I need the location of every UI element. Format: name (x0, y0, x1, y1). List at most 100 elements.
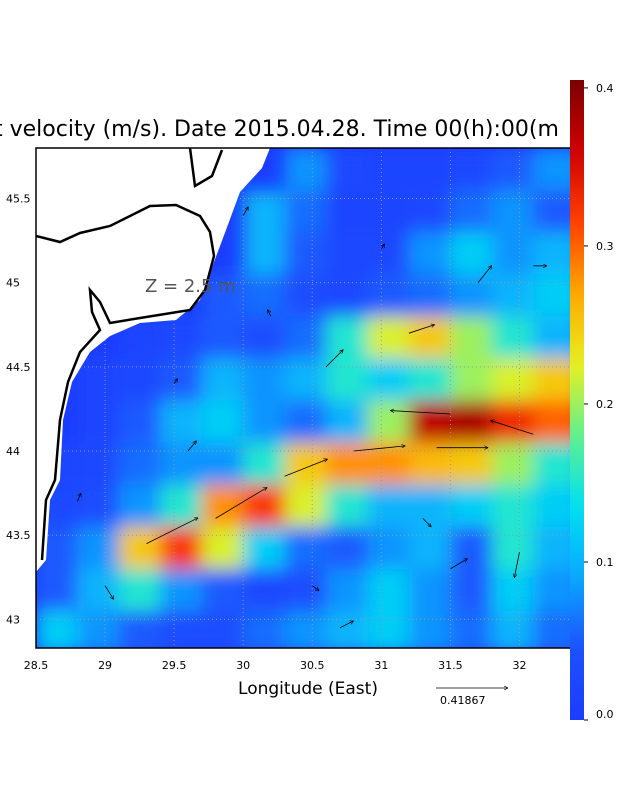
speed-cell (326, 484, 369, 528)
chart-title: t velocity (m/s). Date 2015.04.28. Time … (0, 117, 559, 142)
speed-cell (201, 484, 244, 528)
speed-cell (284, 400, 327, 444)
speed-cell (326, 358, 369, 402)
speed-cell (284, 568, 327, 612)
velocity-arrow (353, 446, 406, 452)
speed-cell (201, 526, 244, 570)
speed-cell (36, 610, 78, 648)
velocity-arrow (312, 585, 319, 591)
speed-cell (243, 274, 286, 317)
speed-cell (450, 190, 493, 233)
speed-cell (491, 358, 534, 402)
speed-cell (408, 358, 451, 402)
speed-cell (160, 400, 203, 444)
speed-cell (160, 358, 203, 402)
colorbar-tick-label: 0.4 (596, 82, 614, 95)
colorbar (570, 80, 584, 720)
speed-cell (201, 358, 244, 402)
speed-cell (201, 274, 244, 317)
velocity-arrow (381, 244, 384, 250)
speed-cell (284, 484, 327, 528)
speed-cell (491, 232, 534, 275)
speed-cell (284, 190, 327, 233)
speed-cell (491, 568, 534, 612)
y-tick-label: 44.5 (6, 361, 31, 374)
x-tick-label: 28.5 (24, 659, 49, 672)
speed-cell (201, 400, 244, 444)
speed-cell (491, 442, 534, 486)
velocity-arrow (284, 459, 328, 477)
speed-cell (491, 484, 534, 528)
speed-cell (201, 442, 244, 486)
speed-cell (201, 610, 244, 648)
speed-cell (450, 484, 493, 528)
velocity-arrow (174, 379, 177, 384)
velocity-arrow (77, 493, 80, 502)
speed-cells (36, 148, 583, 648)
axes: 28.5 29 29.5 30 30.5 31 31.5 32 43 43.5 44 44.5 45 45… (6, 193, 526, 672)
speed-cell (77, 568, 120, 612)
velocity-arrow (408, 325, 435, 334)
colorbar-tick-label: 0.0 (596, 708, 614, 721)
speed-cell (408, 190, 451, 233)
colorbar-ticks: 0.0 0.1 0.2 0.3 0.4 (584, 82, 614, 721)
speed-cell (118, 610, 161, 648)
velocity-arrow (477, 265, 492, 283)
colorbar-tick-label: 0.1 (596, 556, 614, 569)
speed-cell (367, 190, 410, 233)
reference-label: 0.41867 (440, 694, 486, 707)
speed-cell (243, 232, 286, 275)
speed-cell (243, 484, 286, 528)
speed-cell (491, 526, 534, 570)
speed-cell (284, 610, 327, 648)
speed-cell (491, 316, 534, 359)
speed-field (36, 148, 583, 648)
speed-cell (367, 316, 410, 359)
speed-cell (450, 274, 493, 317)
speed-cell (450, 148, 493, 191)
x-tick-label: 29 (98, 659, 112, 672)
speed-cell (491, 274, 534, 317)
speed-cell (326, 568, 369, 612)
coastline (36, 203, 216, 561)
speed-cell (367, 442, 410, 486)
speed-cell (243, 442, 286, 486)
velocity-arrow (490, 420, 534, 435)
y-tick-label: 45 (6, 277, 20, 290)
x-axis-label: Longitude (East) (238, 679, 378, 699)
speed-cell (77, 400, 120, 444)
speed-cell (367, 526, 410, 570)
x-tick-label: 30.5 (300, 659, 325, 672)
velocity-arrow (242, 207, 248, 216)
x-tick-label: 30 (236, 659, 250, 672)
speed-cell (491, 610, 534, 648)
speed-cell (118, 526, 161, 570)
speed-cell (450, 358, 493, 402)
velocity-arrow (267, 309, 272, 317)
speed-cell (243, 610, 286, 648)
speed-cell (160, 568, 203, 612)
speed-cell (408, 568, 451, 612)
speed-cell (408, 526, 451, 570)
speed-cell (367, 610, 410, 648)
speed-cell (408, 400, 451, 444)
speed-cell (77, 442, 120, 486)
speed-cell (243, 400, 286, 444)
speed-cell (160, 442, 203, 486)
speed-cell (326, 316, 369, 359)
speed-cell (284, 148, 327, 191)
velocity-arrow (146, 517, 199, 544)
vectors (77, 207, 548, 629)
speed-cell (36, 568, 78, 612)
speed-cell (408, 148, 451, 191)
speed-cell (326, 148, 369, 191)
speed-cell (284, 526, 327, 570)
land-area (36, 148, 270, 572)
velocity-arrow (390, 411, 451, 415)
speed-cell (367, 274, 410, 317)
speed-cell (77, 610, 120, 648)
colorbar-tick-label: 0.3 (596, 240, 614, 253)
speed-cell (408, 610, 451, 648)
x-tick-label: 29.5 (162, 659, 187, 672)
velocity-arrow (325, 350, 343, 368)
